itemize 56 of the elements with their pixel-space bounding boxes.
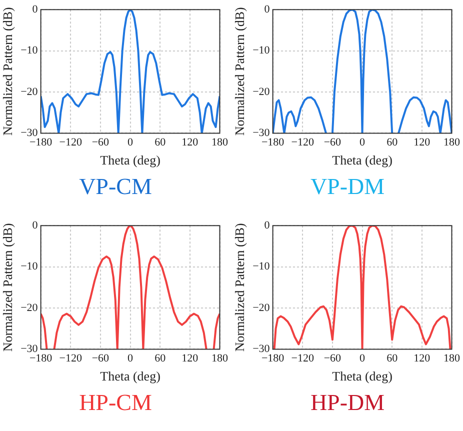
x-tick-label: 0 bbox=[128, 352, 134, 364]
x-tick-label: −120 bbox=[291, 352, 314, 364]
x-axis-title: Theta (deg) bbox=[100, 368, 160, 384]
x-tick-label: 180 bbox=[444, 352, 460, 364]
text: VP-DM bbox=[309, 174, 386, 200]
x-tick-label: 60 bbox=[386, 136, 398, 149]
x-tick-label: 180 bbox=[444, 136, 460, 149]
x-tick-label: 0 bbox=[360, 352, 366, 364]
y-tick-label: 0 bbox=[32, 218, 38, 231]
y-tick-label: 0 bbox=[32, 3, 38, 16]
y-tick-label: −30 bbox=[252, 127, 270, 140]
y-tick-label: −10 bbox=[252, 44, 270, 57]
x-tick-label: −60 bbox=[92, 352, 110, 364]
y-tick-label: −10 bbox=[20, 44, 38, 57]
x-tick-label: 180 bbox=[212, 136, 228, 149]
x-axis-title: Theta (deg) bbox=[332, 368, 392, 384]
y-tick-label: −10 bbox=[252, 260, 270, 272]
x-tick-label: −120 bbox=[59, 352, 82, 364]
y-axis-title: Normalized Pattern (dB) bbox=[232, 222, 248, 352]
x-tick-label: 0 bbox=[360, 136, 366, 149]
x-tick-label: 120 bbox=[414, 136, 431, 149]
y-tick-label: −20 bbox=[20, 301, 38, 314]
y-tick-label: −10 bbox=[20, 260, 38, 272]
x-tick-label: −120 bbox=[291, 136, 314, 149]
x-axis-title: Theta (deg) bbox=[332, 152, 392, 168]
y-tick-label: −20 bbox=[20, 86, 38, 98]
y-tick-label: −20 bbox=[252, 301, 270, 314]
x-tick-label: 180 bbox=[212, 352, 228, 364]
x-tick-label: −180 bbox=[29, 136, 53, 149]
x-tick-label: −60 bbox=[324, 136, 342, 149]
y-tick-label: −30 bbox=[252, 342, 270, 355]
y-tick-label: 0 bbox=[264, 3, 270, 16]
y-axis-title: Normalized Pattern (dB) bbox=[232, 7, 248, 136]
x-tick-label: 0 bbox=[128, 136, 134, 149]
y-axis-title: Normalized Pattern (dB) bbox=[0, 7, 16, 136]
x-tick-label: 60 bbox=[154, 352, 166, 364]
text: HP-CM bbox=[78, 390, 153, 416]
x-tick-label: 60 bbox=[154, 136, 166, 149]
text: HP-DM bbox=[309, 390, 386, 416]
y-tick-label: −30 bbox=[20, 342, 38, 355]
x-tick-label: −60 bbox=[324, 352, 342, 364]
x-tick-label: −180 bbox=[29, 352, 53, 364]
x-tick-label: 60 bbox=[386, 352, 398, 364]
x-tick-label: −120 bbox=[59, 136, 82, 149]
x-tick-label: −180 bbox=[261, 136, 285, 149]
y-tick-label: −30 bbox=[20, 127, 38, 140]
x-tick-label: 120 bbox=[182, 136, 199, 149]
text: VP-CM bbox=[78, 174, 153, 200]
y-tick-label: −20 bbox=[252, 86, 270, 98]
x-tick-label: 120 bbox=[182, 352, 199, 364]
x-axis-title: Theta (deg) bbox=[100, 152, 160, 168]
y-axis-title: Normalized Pattern (dB) bbox=[0, 222, 16, 352]
x-tick-label: 120 bbox=[414, 352, 431, 364]
x-tick-label: −60 bbox=[92, 136, 110, 149]
y-tick-label: 0 bbox=[264, 218, 270, 231]
x-tick-label: −180 bbox=[261, 352, 285, 364]
